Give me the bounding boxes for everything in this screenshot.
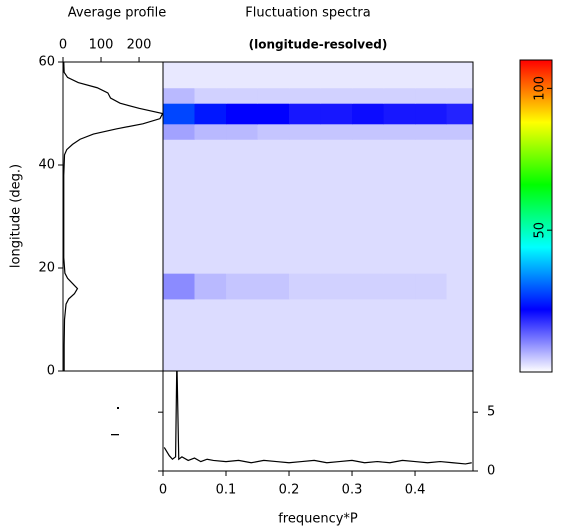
heat-cell [415,273,448,300]
x-tick-label: 200 [127,38,152,53]
x-tick-label: 0.1 [216,483,237,498]
heat-cell [194,273,227,300]
heat-cell [194,123,227,140]
heat-cell [320,62,353,89]
heat-cell [352,139,385,274]
spectra-subtitle: (longitude-resolved) [249,38,388,52]
heat-cell [352,87,385,104]
heat-cell [289,62,322,89]
decor-dash [111,434,119,436]
spectrum-frame [162,370,474,472]
heat-cell [415,139,448,274]
heat-cell [289,273,322,300]
y-tick-label: 60 [38,55,55,70]
y-tick-label: 40 [38,158,55,173]
y-tick-label: 20 [38,261,55,276]
heat-cell [415,62,448,89]
heat-cell [163,139,196,274]
profile-title: Average profile [68,6,167,21]
heat-cell [446,62,474,89]
x-tick-label: 0 [59,38,67,53]
decor-dot [117,407,119,409]
heat-cell [257,103,290,125]
heat-cell [383,103,416,125]
heat-cell [320,103,353,125]
heat-cell [226,87,259,104]
heat-cell [257,62,290,89]
heat-cell [194,87,227,104]
heat-cell [163,298,196,372]
heat-cell [383,298,416,372]
heat-cell [289,123,322,140]
colorbar-tick-label: 100 [533,76,548,101]
heat-cell [194,139,227,274]
heat-cell [257,139,290,274]
heat-cell [226,139,259,274]
heat-cell [352,298,385,372]
heat-cell [289,87,322,104]
heat-cell [352,62,385,89]
x-tick-label: 0.2 [279,483,300,498]
y-tick-label: 0 [487,464,495,479]
heat-cell [226,62,259,89]
heat-cell [415,298,448,372]
heat-cell [226,103,259,125]
heat-cell [257,298,290,372]
heat-cell [163,123,196,140]
x-tick-label: 0 [159,483,167,498]
profile-frame [62,61,164,372]
heat-cell [289,139,322,274]
heat-cell [194,298,227,372]
heat-cell [163,62,196,89]
heat-cell [320,139,353,274]
heat-cell [446,103,474,125]
x-tick-label: 0.3 [342,483,363,498]
heat-cell [383,87,416,104]
heat-cell [163,87,196,104]
heat-cell [194,103,227,125]
heat-cell [383,123,416,140]
heat-cell [415,87,448,104]
heat-cell [289,298,322,372]
spectrum-line [163,371,472,465]
x-axis-label: frequency*P [278,512,358,527]
heat-cell [320,298,353,372]
colorbar [519,59,553,373]
colorbar-tick-label: 50 [533,222,548,239]
heat-cell [446,298,474,372]
x-tick-label: 100 [89,38,114,53]
heat-cell [446,139,474,274]
heat-cell [415,103,448,125]
y-tick-label: 5 [487,405,495,420]
heat-cell [446,87,474,104]
heat-cell [257,273,290,300]
heat-cell [289,103,322,125]
heat-cell [226,298,259,372]
y-tick-label: 0 [47,364,55,379]
heat-cell [352,123,385,140]
heat-cell [383,139,416,274]
heat-cell [383,62,416,89]
heat-cell [226,123,259,140]
x-tick-label: 0.4 [405,483,426,498]
heat-cell [415,123,448,140]
heat-cell [257,87,290,104]
heat-cell [163,103,196,125]
heat-cell [320,273,353,300]
spectra-title: Fluctuation spectra [245,6,370,21]
heat-cell [352,273,385,300]
heat-cell [320,87,353,104]
heat-cell [320,123,353,140]
heat-cell [446,123,474,140]
heat-cell [446,273,474,300]
heat-cell [226,273,259,300]
heat-cell [352,103,385,125]
profile-line [63,61,164,371]
heat-cell [383,273,416,300]
heat-cell [257,123,290,140]
heat-cell [194,62,227,89]
y-axis-label: longitude (deg.) [9,164,24,268]
heat-cell [163,273,196,300]
